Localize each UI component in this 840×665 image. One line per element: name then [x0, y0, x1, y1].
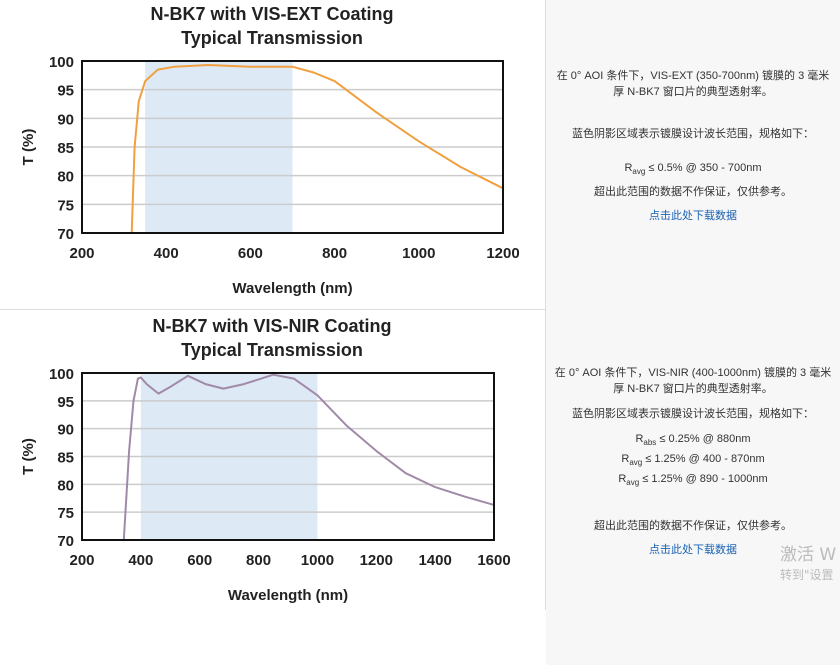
activation-watermark-line2: 转到"设置 — [780, 568, 834, 582]
y-axis-label: T (%) — [20, 438, 37, 475]
y-tick-label: 70 — [57, 533, 74, 550]
transmission-curve — [122, 373, 495, 541]
download-data-link[interactable]: 点击此处下载数据 — [649, 543, 737, 556]
x-tick-label: 400 — [154, 245, 179, 262]
spec-subscript: avg — [629, 458, 643, 468]
shade-note: 蓝色阴影区域表示镀膜设计波长范围，规格如下： — [572, 408, 814, 420]
spec-subscript: abs — [643, 438, 657, 448]
chart-cell: N-BK7 with VIS-EXT Coating Typical Transm… — [0, 0, 546, 309]
y-tick-label: 95 — [57, 394, 74, 411]
description-cell: 在 0° AOI 条件下，VIS-NIR (400-1000nm) 镀膜的 3 … — [546, 310, 840, 665]
spec-line: Ravg ≤ 1.25% @ 400 - 870nm — [552, 451, 834, 471]
y-tick-label: 70 — [57, 226, 74, 243]
disclaimer: 超出此范围的数据不作保证，仅供参考。 — [594, 519, 792, 532]
y-tick-label: 95 — [57, 83, 74, 100]
activation-watermark-line1: 激活 W — [780, 545, 837, 565]
spec-subscript: avg — [626, 478, 640, 488]
chart-title: Typical Transmission — [181, 28, 363, 48]
transmission-curve — [130, 64, 504, 234]
y-tick-label: 80 — [57, 477, 74, 494]
y-tick-label: 90 — [57, 111, 74, 128]
spec-symbol: R — [621, 453, 630, 466]
chart-row-vis-nir: N-BK7 with VIS-NIR Coating Typical Transm… — [0, 310, 840, 665]
spec-value: ≤ 0.25% @ 880nm — [656, 433, 751, 445]
download-data-link[interactable]: 点击此处下载数据 — [649, 210, 737, 223]
shade-note: 蓝色阴影区域表示镀膜设计波长范围，规格如下： — [572, 128, 814, 140]
x-tick-label: 200 — [69, 245, 94, 262]
chart-title: N-BK7 with VIS-EXT Coating — [151, 4, 394, 24]
x-tick-label: 600 — [238, 245, 263, 262]
chart-cell: N-BK7 with VIS-NIR Coating Typical Transm… — [0, 310, 546, 610]
x-axis-label: Wavelength (nm) — [228, 587, 348, 604]
spec-value: ≤ 1.25% @ 890 - 1000nm — [639, 473, 768, 486]
x-tick-label: 600 — [187, 552, 212, 569]
y-tick-label: 75 — [57, 505, 74, 522]
spec-value: ≤ 0.5% @ 350 - 700nm — [645, 162, 762, 174]
y-tick-label: 80 — [57, 169, 74, 186]
transmission-chart-vis-ext: N-BK7 with VIS-EXT Coating Typical Transm… — [20, 4, 520, 297]
x-tick-label: 1200 — [486, 245, 519, 262]
spec-symbol: R — [618, 473, 627, 486]
y-tick-label: 75 — [57, 197, 74, 214]
x-tick-label: 1600 — [477, 552, 510, 569]
spec-subscript: avg — [632, 167, 646, 177]
spec-line: Ravg ≤ 1.25% @ 890 - 1000nm — [552, 471, 834, 491]
spec-line: Ravg ≤ 0.5% @ 350 - 700nm — [552, 160, 834, 180]
transmission-chart-vis-nir: N-BK7 with VIS-NIR Coating Typical Transm… — [20, 316, 511, 604]
x-tick-label: 1400 — [418, 552, 451, 569]
chart-title: N-BK7 with VIS-NIR Coating — [153, 316, 392, 336]
y-tick-label: 90 — [57, 422, 74, 439]
chart-row-vis-ext: N-BK7 with VIS-EXT Coating Typical Transm… — [0, 0, 840, 377]
plot-frame — [81, 60, 504, 234]
x-tick-label: 1000 — [301, 552, 334, 569]
chart-title: Typical Transmission — [181, 340, 363, 360]
y-tick-label: 100 — [49, 366, 74, 383]
y-tick-label: 85 — [57, 450, 74, 467]
y-tick-label: 85 — [57, 140, 74, 157]
x-tick-label: 1000 — [402, 245, 435, 262]
spec-value: ≤ 1.25% @ 400 - 870nm — [642, 453, 765, 466]
x-tick-label: 1200 — [360, 552, 393, 569]
x-axis-label: Wavelength (nm) — [232, 280, 352, 297]
x-tick-label: 800 — [322, 245, 347, 262]
spec-line: Rabs ≤ 0.25% @ 880nm — [552, 431, 834, 451]
x-tick-label: 400 — [128, 552, 153, 569]
spec-symbol: R — [635, 433, 644, 445]
description-text: 在 0° AOI 条件下，VIS-NIR (400-1000nm) 镀膜的 3 … — [554, 367, 832, 395]
y-tick-label: 100 — [49, 54, 74, 71]
spec-symbol: R — [624, 162, 633, 174]
disclaimer: 超出此范围的数据不作保证，仅供参考。 — [594, 186, 792, 199]
description-text: 在 0° AOI 条件下，VIS-EXT (350-700nm) 镀膜的 3 毫… — [556, 70, 830, 98]
y-axis-label: T (%) — [20, 129, 37, 166]
x-tick-label: 200 — [69, 552, 94, 569]
plot-frame — [81, 372, 495, 541]
x-tick-label: 800 — [246, 552, 271, 569]
